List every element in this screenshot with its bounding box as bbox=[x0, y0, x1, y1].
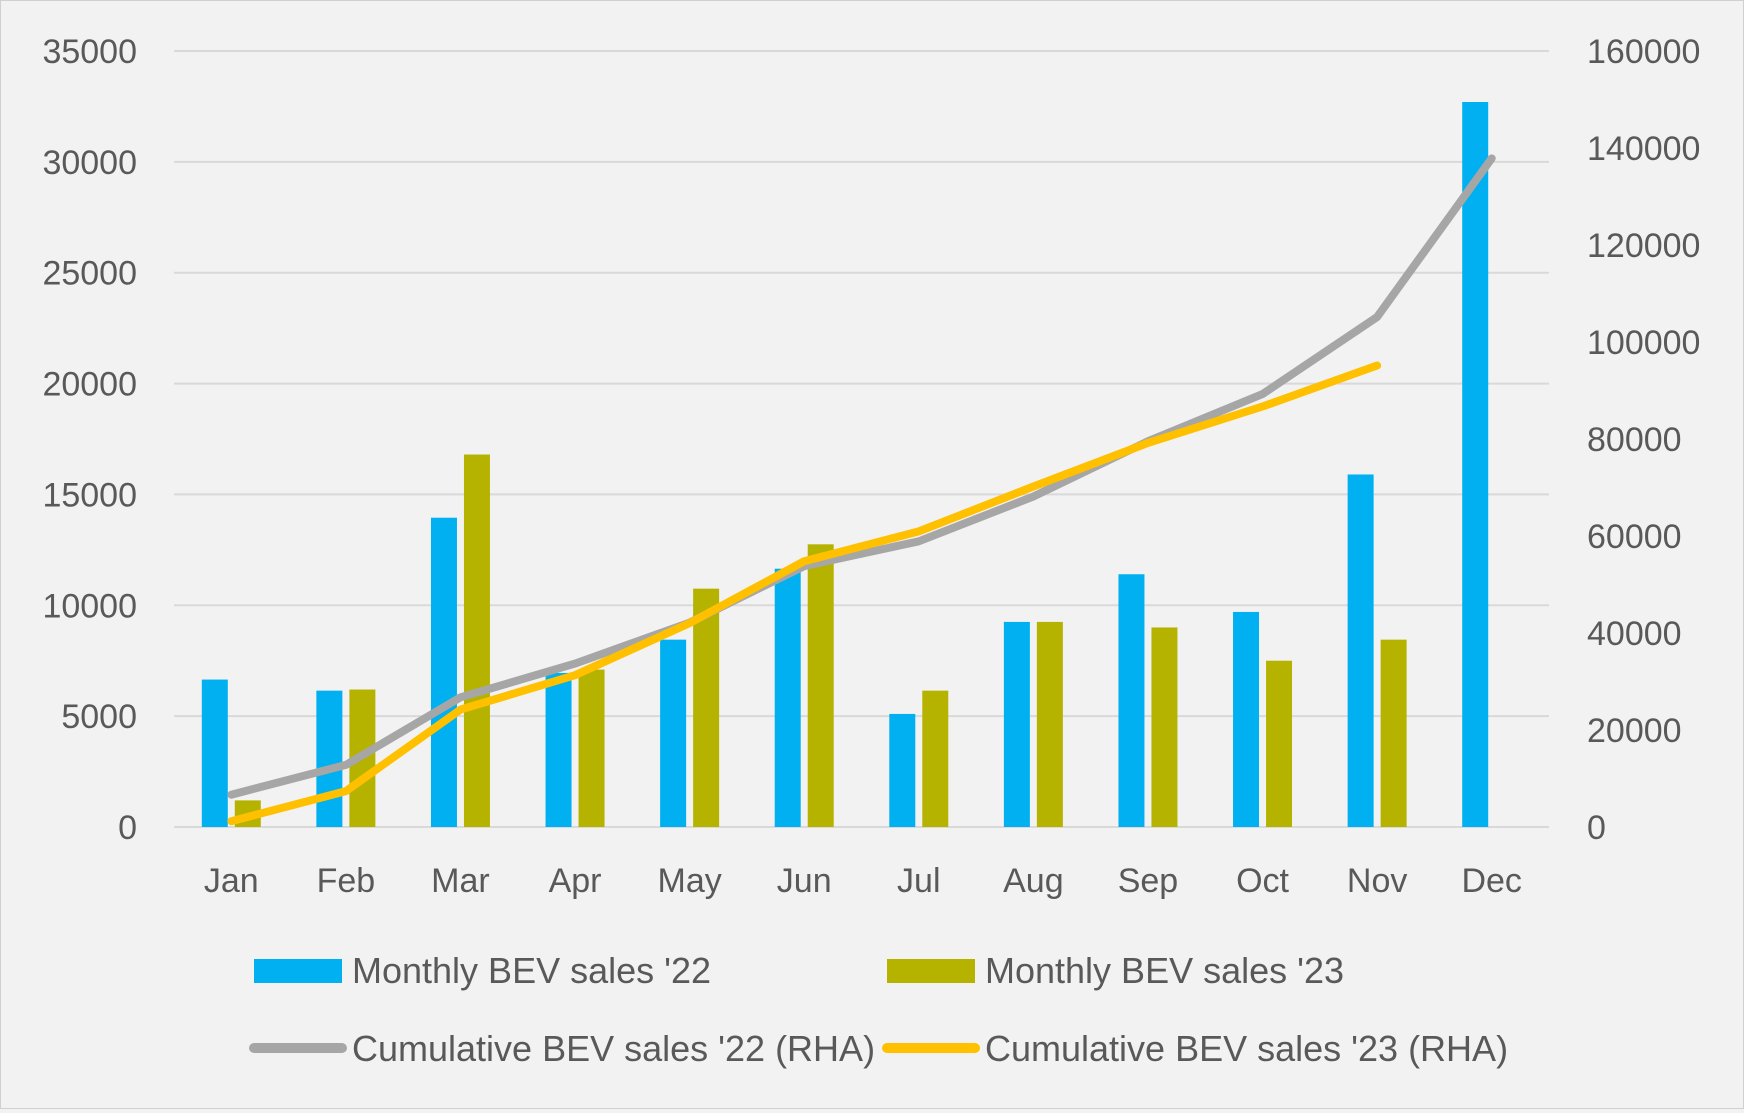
bar-bev23[interactable] bbox=[578, 669, 605, 827]
y2-tick-label: 100000 bbox=[1587, 324, 1700, 362]
bar-bev22[interactable] bbox=[1118, 574, 1145, 827]
x-tick-label: Feb bbox=[317, 862, 376, 900]
bar-bev22[interactable] bbox=[316, 690, 343, 827]
bar-series bbox=[201, 101, 1489, 828]
x-tick-label: Mar bbox=[431, 862, 490, 900]
x-tick-label: May bbox=[658, 862, 722, 900]
x-tick-label: Dec bbox=[1461, 862, 1521, 900]
x-axis: Jan Feb Mar Apr May Jun Jul Aug Sep Oct Nov Dec bbox=[204, 862, 1522, 900]
y-tick-label: 20000 bbox=[42, 366, 137, 404]
bar-bev23[interactable] bbox=[807, 544, 834, 827]
bar-bev23[interactable] bbox=[1266, 660, 1293, 827]
line-series bbox=[227, 154, 1496, 826]
x-tick-label: Aug bbox=[1003, 862, 1064, 900]
x-tick-label: Jan bbox=[204, 862, 259, 900]
legend-item-bev22[interactable]: Monthly BEV sales '22 bbox=[254, 950, 711, 991]
y2-tick-label: 0 bbox=[1587, 809, 1606, 847]
bar-bev23[interactable] bbox=[1151, 627, 1178, 827]
legend-swatch-bev23 bbox=[887, 959, 975, 983]
legend-item-cum22[interactable]: Cumulative BEV sales '22 (RHA) bbox=[249, 1028, 875, 1069]
bar-bev22[interactable] bbox=[1462, 101, 1489, 828]
legend-label-cum22: Cumulative BEV sales '22 (RHA) bbox=[352, 1028, 875, 1069]
y-tick-label: 35000 bbox=[42, 33, 137, 71]
bar-bev22[interactable] bbox=[545, 672, 572, 827]
y-tick-label: 30000 bbox=[42, 144, 137, 182]
y2-tick-label: 160000 bbox=[1587, 33, 1700, 71]
bar-bev22[interactable] bbox=[1347, 474, 1374, 827]
bar-bev22[interactable] bbox=[660, 639, 687, 827]
bar-bev23[interactable] bbox=[1036, 621, 1063, 827]
x-tick-label: Jul bbox=[897, 862, 940, 900]
bar-bev23[interactable] bbox=[1380, 639, 1407, 827]
x-tick-label: Oct bbox=[1236, 862, 1289, 900]
legend-label-cum23: Cumulative BEV sales '23 (RHA) bbox=[985, 1028, 1508, 1069]
line-cum23[interactable] bbox=[227, 361, 1382, 826]
legend-item-bev23[interactable]: Monthly BEV sales '23 bbox=[887, 950, 1344, 991]
legend-swatch-bev22 bbox=[254, 959, 342, 983]
legend-label-bev22: Monthly BEV sales '22 bbox=[352, 950, 711, 991]
legend: Monthly BEV sales '22 Monthly BEV sales … bbox=[249, 950, 1508, 1069]
y-tick-label: 0 bbox=[118, 809, 137, 847]
bar-bev22[interactable] bbox=[430, 517, 457, 827]
y2-tick-label: 60000 bbox=[1587, 518, 1682, 556]
y2-tick-label: 20000 bbox=[1587, 712, 1682, 750]
bar-bev23[interactable] bbox=[693, 588, 720, 827]
bar-bev22[interactable] bbox=[1233, 611, 1260, 827]
x-tick-label: Jun bbox=[777, 862, 832, 900]
y-tick-label: 10000 bbox=[42, 587, 137, 625]
legend-item-cum23[interactable]: Cumulative BEV sales '23 (RHA) bbox=[882, 1028, 1508, 1069]
legend-label-bev23: Monthly BEV sales '23 bbox=[985, 950, 1344, 991]
y2-tick-label: 80000 bbox=[1587, 421, 1682, 459]
x-tick-label: Nov bbox=[1347, 862, 1407, 900]
x-tick-label: Apr bbox=[549, 862, 602, 900]
bar-bev22[interactable] bbox=[201, 679, 228, 827]
y2-tick-label: 120000 bbox=[1587, 227, 1700, 265]
y-tick-label: 15000 bbox=[42, 476, 137, 514]
bar-bev22[interactable] bbox=[1003, 621, 1030, 827]
y-tick-label: 25000 bbox=[42, 255, 137, 293]
y2-tick-label: 40000 bbox=[1587, 615, 1682, 653]
gridlines bbox=[174, 50, 1549, 828]
bar-bev23[interactable] bbox=[922, 690, 949, 827]
bar-bev23[interactable] bbox=[463, 454, 490, 827]
line-cum22[interactable] bbox=[227, 154, 1496, 799]
x-tick-label: Sep bbox=[1118, 862, 1179, 900]
y2-tick-label: 140000 bbox=[1587, 130, 1700, 168]
y-tick-label: 5000 bbox=[61, 698, 137, 736]
bar-bev22[interactable] bbox=[774, 568, 801, 827]
left-y-axis: 35000 30000 25000 20000 15000 10000 5000 0 bbox=[42, 33, 137, 847]
right-y-axis: 160000 140000 120000 100000 80000 60000 40000 2… bbox=[1587, 33, 1700, 847]
bar-bev22[interactable] bbox=[889, 713, 916, 827]
